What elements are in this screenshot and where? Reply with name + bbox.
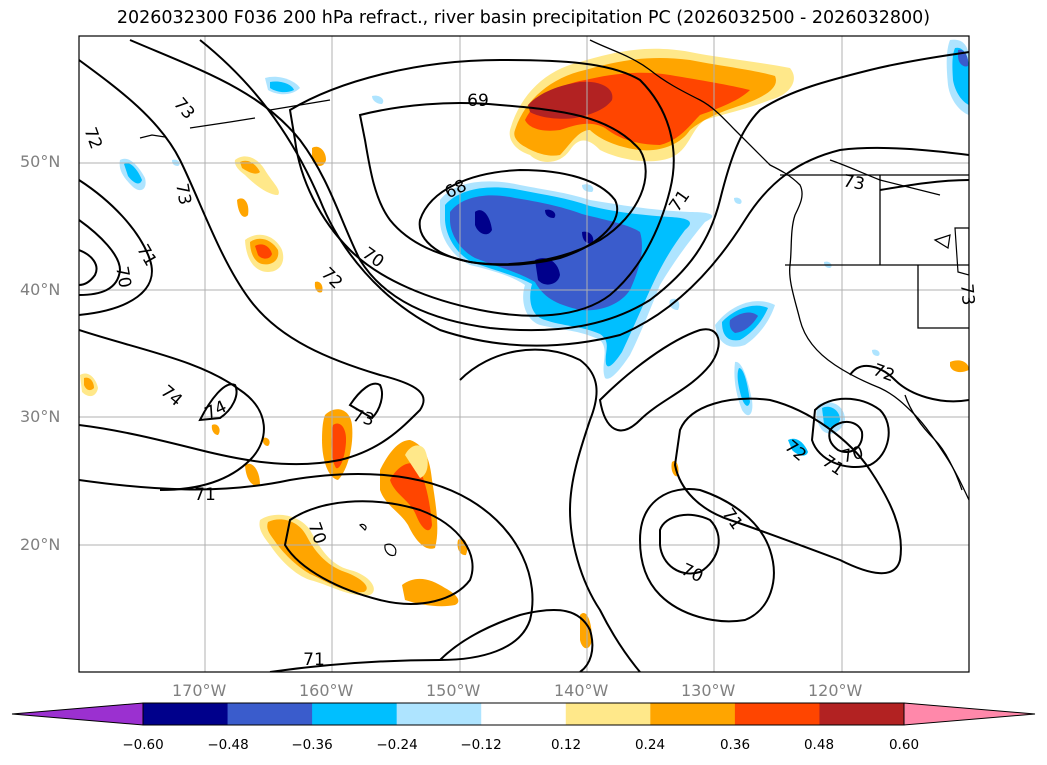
contour-label: 73 [171, 182, 194, 207]
lon-label-170w: 170°W [172, 681, 227, 700]
colorbar-segments [143, 703, 905, 725]
map-border [78, 35, 970, 673]
colorbar-segment [481, 703, 567, 725]
colorbar-segment [143, 703, 229, 725]
contour-label: 70 [111, 265, 134, 290]
graticule [79, 36, 969, 672]
colorbar-segment [312, 703, 398, 725]
lon-label-160w: 160°W [299, 681, 354, 700]
lon-label-120w: 120°W [808, 681, 863, 700]
contour-label: 69 [467, 91, 489, 111]
contour-label: 71 [303, 650, 325, 670]
colorbar-tick-label: 0.24 [634, 737, 666, 753]
refractivity-contours [79, 39, 969, 672]
colorbar-tick-label: 0.60 [888, 737, 920, 753]
contour-label: 71 [194, 485, 216, 505]
coastlines [589, 39, 969, 501]
colorbar-border [142, 702, 905, 726]
colorbar-over-extension [903, 702, 1036, 726]
lat-label-40n: 40°N [20, 280, 61, 299]
colorbar-tick-label: −0.36 [291, 737, 333, 753]
colorbar-segment [650, 703, 736, 725]
lon-label-140w: 140°W [554, 681, 609, 700]
colorbar-tick-label: −0.12 [460, 737, 502, 753]
contour-label: 73 [956, 283, 978, 306]
lat-label-20n: 20°N [20, 535, 61, 554]
lon-label-150w: 150°W [426, 681, 481, 700]
colorbar-under-extension [11, 702, 144, 726]
lat-label-30n: 30°N [20, 407, 61, 426]
colorbar-tick-label: 0.48 [803, 737, 835, 753]
colorbar-segment [734, 703, 820, 725]
precip-negative-shading [119, 39, 969, 456]
colorbar-tick-label: −0.24 [376, 737, 418, 753]
colorbar-segment [396, 703, 482, 725]
colorbar-tick-label: 0.12 [550, 737, 582, 753]
colorbar-segment [227, 703, 313, 725]
colorbar-tick-label: −0.48 [207, 737, 249, 753]
lon-label-130w: 130°W [681, 681, 736, 700]
lat-label-50n: 50°N [20, 152, 61, 171]
colorbar-segment [819, 703, 905, 725]
colorbar [11, 702, 1036, 726]
map-title: 2026032300 F036 200 hPa refract., river … [116, 8, 931, 28]
colorbar-tick-label: 0.36 [719, 737, 751, 753]
colorbar-segment [565, 703, 651, 725]
contour-label: 73 [841, 171, 866, 194]
colorbar-tick-label: −0.60 [122, 737, 164, 753]
